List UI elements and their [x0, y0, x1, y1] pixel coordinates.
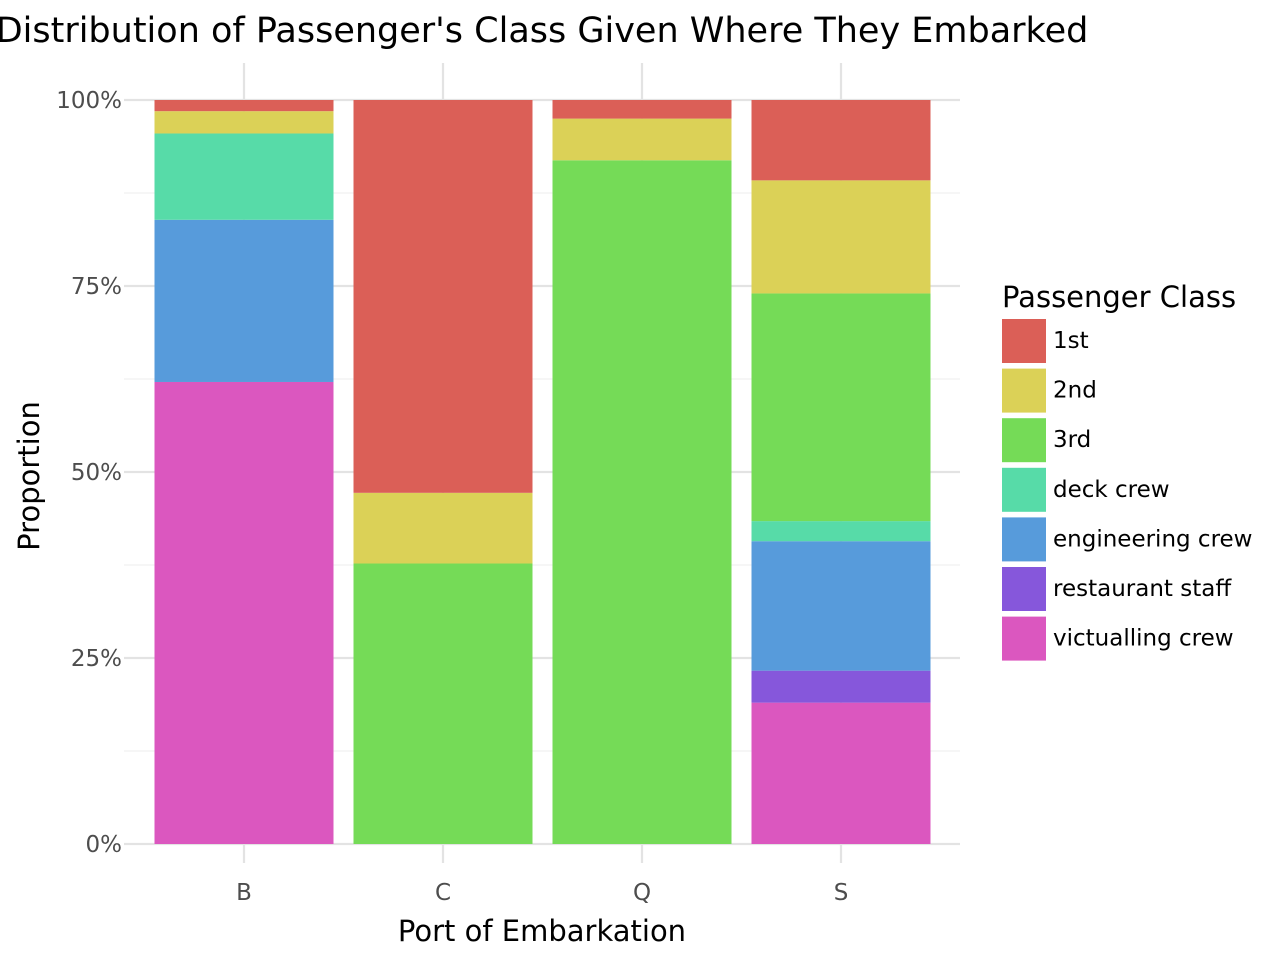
legend-label: 2nd — [1053, 378, 1097, 404]
bar-S-3rd — [751, 293, 931, 522]
legend-label: restaurant staff — [1053, 576, 1232, 602]
y-tick-label: 100% — [56, 88, 122, 114]
y-tick-label: 50% — [71, 460, 122, 486]
legend-label: engineering crew — [1053, 526, 1253, 552]
bar-Q-3rd — [552, 160, 732, 844]
bar-C-2nd — [353, 492, 533, 564]
legend-title: Passenger Class — [1002, 280, 1236, 314]
bar-S-deck-crew — [751, 521, 931, 542]
legend-label: 3rd — [1053, 427, 1091, 453]
bar-Q-1st — [552, 100, 732, 119]
y-tick-label: 25% — [71, 646, 122, 672]
bar-B-deck-crew — [154, 133, 334, 220]
bar-C-1st — [353, 100, 533, 493]
bar-S-1st — [751, 100, 931, 181]
x-tick-label: S — [834, 880, 849, 906]
x-tick-label: Q — [633, 880, 651, 906]
legend-swatch — [1002, 368, 1046, 413]
bar-S-2nd — [751, 180, 931, 294]
legend-swatch — [1002, 567, 1046, 611]
bar-B-1st — [154, 100, 334, 112]
x-tick-label: C — [435, 880, 451, 906]
bar-S-restaurant-staff — [751, 670, 931, 703]
bar-B-victualling-crew — [154, 381, 334, 844]
legend-swatch — [1002, 319, 1046, 363]
bar-C-3rd — [353, 563, 533, 844]
axis-layer: 0% 25% 50% 75% 100% B C Q S — [56, 88, 848, 906]
chart-title: Distribution of Passenger's Class Given … — [0, 11, 1088, 51]
bars-layer — [154, 100, 931, 844]
bar-Q-2nd — [552, 118, 732, 161]
y-tick-label: 0% — [86, 832, 123, 858]
x-axis-label: Port of Embarkation — [398, 914, 686, 948]
bar-S-engineering-crew — [751, 541, 931, 671]
legend-swatch — [1002, 517, 1046, 562]
legend: Passenger Class 1st 2nd 3rd deck crew engine… — [1002, 280, 1253, 661]
legend-label: 1st — [1053, 328, 1089, 354]
x-tick-label: B — [236, 880, 252, 906]
legend-swatch — [1002, 418, 1046, 463]
bar-B-engineering-crew — [154, 219, 334, 382]
y-axis-label: Proportion — [12, 401, 46, 551]
legend-swatch — [1002, 467, 1046, 512]
y-tick-label: 75% — [71, 274, 122, 300]
bar-B-2nd — [154, 111, 334, 134]
legend-label: victualling crew — [1053, 626, 1234, 652]
legend-swatch — [1002, 616, 1046, 661]
legend-label: deck crew — [1053, 477, 1170, 503]
bar-S-victualling-crew — [751, 702, 931, 844]
